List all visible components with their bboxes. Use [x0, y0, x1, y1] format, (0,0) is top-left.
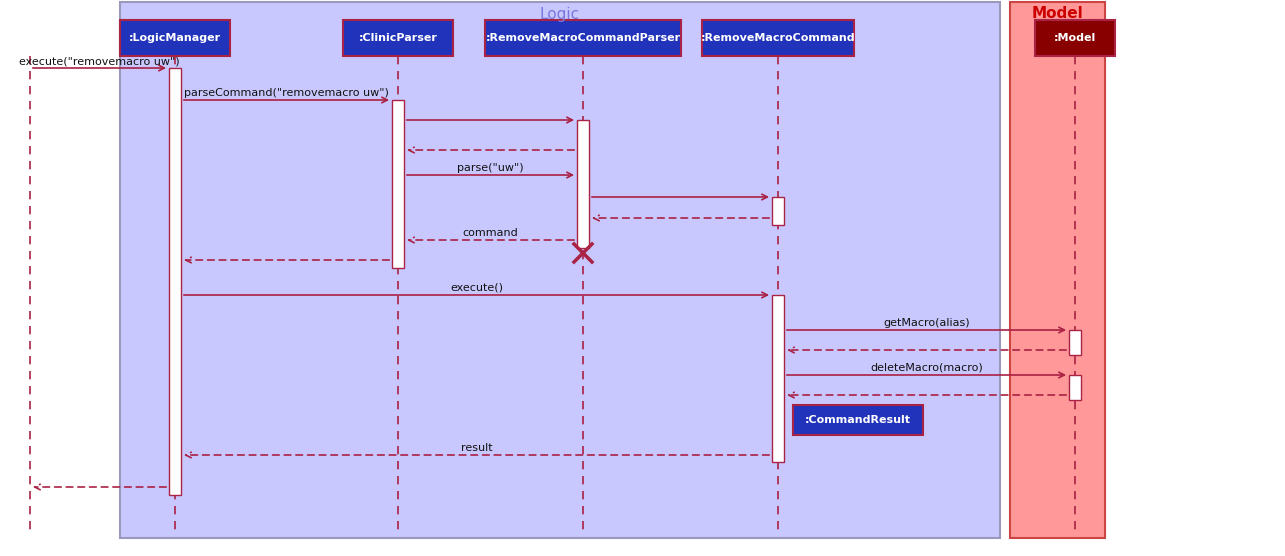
Bar	[1010, 2, 1105, 538]
Bar	[484, 20, 681, 56]
Text: :RemoveMacroCommand: :RemoveMacroCommand	[700, 33, 856, 43]
Bar	[170, 68, 181, 495]
Text: Model: Model	[1032, 7, 1083, 22]
Bar	[343, 20, 452, 56]
Bar	[793, 405, 923, 435]
Bar	[772, 197, 784, 225]
Text: result: result	[461, 443, 492, 453]
Text: parse("uw"): parse("uw")	[457, 163, 524, 173]
Bar	[1034, 20, 1115, 56]
Bar	[1069, 330, 1081, 355]
Bar	[772, 295, 784, 462]
Text: execute("removemacro uw"): execute("removemacro uw")	[19, 56, 180, 66]
Text: :ClinicParser: :ClinicParser	[359, 33, 437, 43]
Bar	[702, 20, 855, 56]
Bar	[120, 2, 1000, 538]
Bar	[121, 20, 230, 56]
Text: :CommandResult: :CommandResult	[804, 415, 911, 425]
Text: :LogicManager: :LogicManager	[128, 33, 221, 43]
Bar	[1069, 375, 1081, 400]
Bar	[392, 100, 403, 268]
Text: :RemoveMacroCommandParser: :RemoveMacroCommandParser	[486, 33, 681, 43]
Text: :Model: :Model	[1054, 33, 1096, 43]
Text: deleteMacro(macro): deleteMacro(macro)	[870, 363, 983, 373]
Text: Logic: Logic	[540, 7, 580, 22]
Text: execute(): execute()	[450, 283, 502, 293]
Text: command: command	[463, 228, 518, 238]
Text: parseCommand("removemacro uw"): parseCommand("removemacro uw")	[184, 88, 389, 98]
Text: getMacro(alias): getMacro(alias)	[883, 318, 970, 328]
Bar	[577, 120, 589, 248]
